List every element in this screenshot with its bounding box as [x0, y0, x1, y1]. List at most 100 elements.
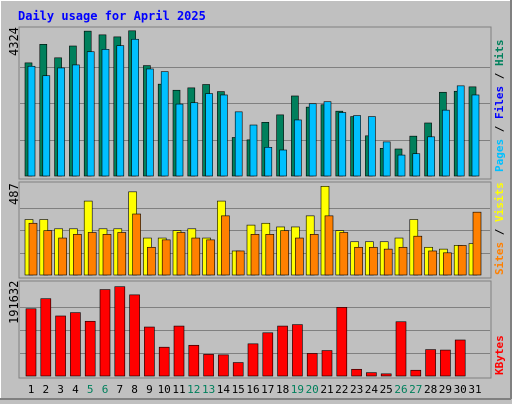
- sites-bar-day-30: 160: [457, 245, 467, 276]
- files-bar-day-12: 2170: [190, 102, 199, 177]
- kbytes-bar-day-4: 132000: [70, 312, 81, 377]
- files-bar-day-31: 2400: [471, 94, 480, 177]
- files-label: Files: [493, 86, 506, 119]
- sites-bar-day-17: 220: [265, 234, 275, 276]
- x-tick-label-day-13: 13: [202, 383, 215, 396]
- pages-files-separator: /: [493, 119, 506, 139]
- pages-label: Pages: [493, 139, 506, 172]
- sites-bar-day-25: 140: [383, 248, 393, 276]
- x-tick-label-day-12: 12: [187, 383, 200, 396]
- hits-side-label: Pages / Files / Hits: [493, 40, 506, 173]
- x-tick-label-day-24: 24: [365, 383, 379, 396]
- x-tick-label-day-31: 31: [468, 383, 481, 396]
- files-bar-day-29: 1950: [442, 109, 450, 177]
- sites-bar-day-3: 200: [58, 237, 67, 276]
- x-axis-labels: 1 2 3 4 5 6 7 8 9 10 11 12 13 14 15 16 17 18 19 20 21 22 23 24 2…: [28, 383, 482, 396]
- x-tick-label-day-11: 11: [172, 383, 185, 396]
- x-tick-label-day-19: 19: [291, 383, 304, 396]
- kbytes-bar-day-21: 53000: [321, 350, 333, 377]
- kbytes-bar-day-27: 12000: [410, 369, 422, 377]
- files-bar-day-18: 770: [279, 149, 287, 177]
- files-bar-day-10: 3090: [160, 71, 169, 177]
- x-tick-label-day-18: 18: [276, 383, 289, 396]
- files-bar-day-20: 2140: [308, 103, 317, 177]
- sites-bar-day-16: 220: [250, 234, 260, 276]
- sites-bar-day-26: 150: [398, 246, 408, 276]
- files-bar-day-30: 2670: [456, 85, 465, 177]
- files-bar-day-11: 2130: [175, 103, 184, 177]
- sites-bar-day-2: 240: [43, 230, 53, 276]
- panel-hits-bars: 3350325039002970350032003850329042903680…: [24, 30, 480, 177]
- files-bar-day-13: 2440: [205, 93, 213, 177]
- files-bar-day-3: 3200: [57, 67, 65, 177]
- files-bar-day-16: 1510: [249, 124, 258, 177]
- x-tick-label-day-23: 23: [350, 383, 363, 396]
- files-bar-day-1: 3250: [27, 65, 36, 177]
- sites-bar-day-14: 320: [221, 215, 230, 276]
- kbytes-bar-day-3: 125000: [55, 315, 66, 377]
- kbytes-bar-day-8: 169000: [129, 294, 140, 377]
- sites-bar-day-6: 220: [102, 234, 112, 276]
- files-bar-day-22: 1880: [338, 112, 347, 177]
- x-tick-label-day-27: 27: [409, 383, 422, 396]
- sites-bar-day-13: 190: [206, 239, 215, 276]
- sites-bar-day-4: 220: [73, 234, 82, 276]
- kbytes-bar-day-2: 161000: [40, 298, 52, 377]
- kbytes-bar-day-6: 180000: [99, 289, 111, 377]
- kbytes-bar-day-24: 7000: [366, 372, 377, 377]
- x-tick-label-day-7: 7: [116, 383, 123, 396]
- kbytes-bar-day-9: 102000: [144, 326, 155, 377]
- x-tick-label-day-9: 9: [146, 383, 153, 396]
- x-tick-label-day-21: 21: [320, 383, 333, 396]
- panel-kbytes-bars: 140000161000125000 1320001140001800001860…: [25, 286, 466, 377]
- x-tick-label-day-3: 3: [57, 383, 64, 396]
- files-bar-day-27: 660: [412, 153, 421, 177]
- files-bar-day-5: 3680: [86, 51, 95, 177]
- x-tick-label-day-5: 5: [87, 383, 94, 396]
- hits-ymax-label: 4324: [7, 27, 21, 56]
- sites-bar-day-18: 240: [280, 230, 289, 276]
- sites-bar-day-12: 200: [191, 237, 201, 276]
- files-bar-day-4: 3290: [72, 64, 80, 177]
- sites-bar-day-19: 200: [295, 237, 304, 276]
- x-tick-label-day-1: 1: [28, 383, 35, 396]
- x-tick-label-day-15: 15: [232, 383, 245, 396]
- kbytes-bar-day-5: 114000: [84, 320, 96, 377]
- kbytes-bar-day-23: 14000: [351, 368, 362, 377]
- visits-label: Visits: [493, 182, 506, 222]
- x-tick-label-day-6: 6: [102, 383, 109, 396]
- x-tick-label-day-26: 26: [394, 383, 407, 396]
- x-tick-label-day-30: 30: [454, 383, 467, 396]
- kbytes-ymax-label: 191632: [7, 281, 21, 324]
- sites-bar-day-8: 330: [132, 213, 141, 276]
- kbytes-bar-day-11: 104000: [173, 325, 185, 377]
- kbytes-bar-day-25: 4500: [380, 373, 392, 377]
- visits-side-label: Sites / Visits: [493, 182, 506, 275]
- files-bar-day-26: 620: [397, 154, 406, 177]
- sites-label: Sites: [493, 242, 506, 275]
- kbytes-bar-day-30: 75000: [454, 339, 466, 377]
- kbytes-bar-day-13: 45000: [203, 354, 214, 377]
- sites-bar-day-20: 220: [309, 234, 319, 276]
- sites-bar-day-24: 150: [369, 246, 378, 276]
- x-tick-label-day-20: 20: [306, 383, 319, 396]
- kbytes-bar-day-1: 140000: [25, 308, 37, 377]
- sites-bar-day-11: 230: [176, 232, 186, 276]
- kbytes-bar-day-29: 54000: [440, 349, 451, 377]
- x-tick-label-day-8: 8: [131, 383, 138, 396]
- files-bar-day-7: 3860: [116, 45, 125, 177]
- kbytes-bar-day-16: 67000: [247, 343, 259, 377]
- kbytes-bar-day-18: 104000: [277, 325, 288, 377]
- x-tick-label-day-2: 2: [42, 383, 49, 396]
- kbytes-bar-day-28: 55000: [425, 349, 436, 377]
- x-tick-label-day-22: 22: [335, 383, 348, 396]
- sites-bar-day-10: 190: [161, 239, 171, 276]
- files-bar-day-25: 1010: [382, 141, 391, 177]
- sites-bar-day-31: 340: [472, 211, 482, 276]
- x-tick-label-day-4: 4: [72, 383, 79, 396]
- sites-bar-day-21: 320: [324, 215, 334, 276]
- kbytes-bar-day-19: 107000: [292, 324, 303, 377]
- sites-bar-day-9: 150: [147, 246, 156, 276]
